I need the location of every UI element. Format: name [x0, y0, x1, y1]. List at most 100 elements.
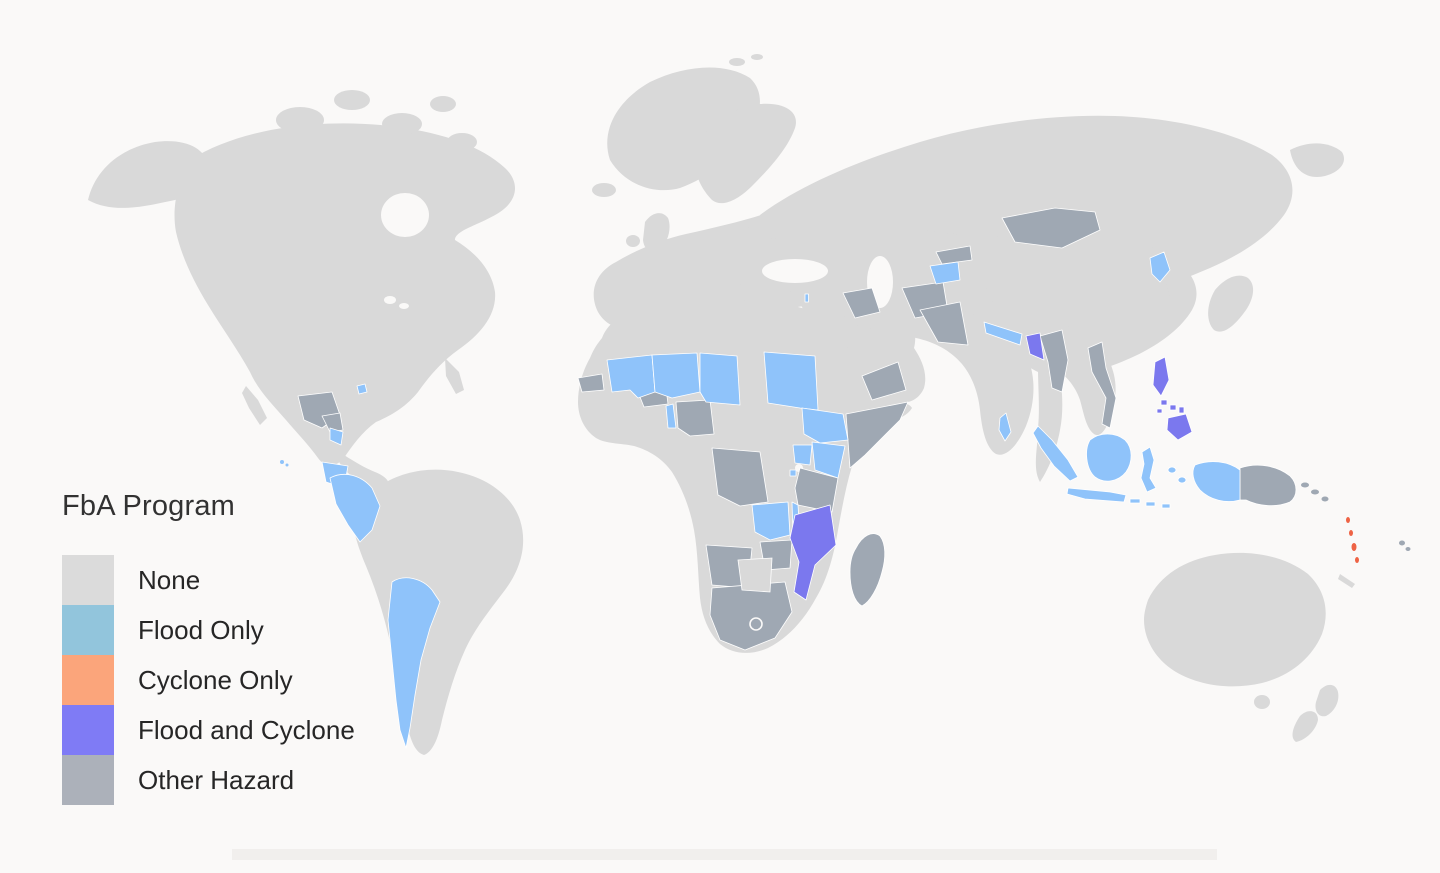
- country-sudan: [763, 351, 819, 411]
- country-mongolia: [1001, 207, 1101, 249]
- region-florida: [445, 358, 464, 394]
- country-galapagos: [280, 460, 289, 467]
- country-mozambique: [789, 504, 837, 601]
- region-arctic-islands: [430, 96, 456, 112]
- country-vietnam: [1087, 341, 1117, 429]
- country-kenya: [811, 441, 846, 479]
- country-lebanon: [804, 293, 809, 303]
- legend-label-flood-and-cyclone: Flood and Cyclone: [138, 714, 355, 745]
- country-senegal: [577, 373, 605, 393]
- country-solomon-islands: [1301, 482, 1329, 502]
- country-philippines-visayas: [1156, 408, 1163, 414]
- region-south-asia: [844, 297, 1034, 455]
- legend-row-other-hazard: Other Hazard: [62, 755, 355, 805]
- legend-rows: None Flood Only Cyclone Only Flood and C…: [62, 555, 355, 805]
- country-philippines-visayas: [1160, 399, 1168, 406]
- region-iceland: [592, 183, 616, 197]
- legend-row-none: None: [62, 555, 355, 605]
- region-new-zealand: [1292, 711, 1318, 742]
- country-philippines-luzon: [1152, 356, 1170, 397]
- country-fiji: [1399, 540, 1411, 551]
- legend-swatch-cyclone-only: [62, 655, 114, 705]
- country-papua-new-guinea: [1239, 464, 1297, 506]
- country-indonesia-sumatra: [1032, 425, 1079, 482]
- country-philippines-visayas: [1178, 406, 1185, 414]
- country-vanuatu: [1351, 543, 1357, 551]
- region-puerto-rico: [382, 388, 388, 392]
- bottom-band: [232, 849, 1217, 860]
- legend: FbA Program None Flood Only Cyclone Only…: [62, 490, 355, 805]
- legend-swatch-none: [62, 555, 114, 605]
- country-sri-lanka: [998, 412, 1012, 442]
- country-solomon-islands: [1311, 489, 1319, 495]
- legend-label-other-hazard: Other Hazard: [138, 764, 295, 795]
- region-tasmania: [1254, 695, 1270, 709]
- country-indonesia-sulawesi: [1140, 446, 1157, 493]
- country-indonesia-borneo: [1086, 433, 1132, 482]
- country-iraq: [842, 287, 881, 319]
- legend-label-flood-only: Flood Only: [138, 614, 264, 645]
- region-arctic-islands: [334, 90, 370, 110]
- region-svalbard: [751, 54, 763, 60]
- country-nigeria: [675, 399, 715, 437]
- legend-swatch-flood-and-cyclone: [62, 705, 114, 755]
- country-chad: [699, 352, 741, 406]
- hudson-bay: [381, 193, 429, 237]
- country-indonesia: [1032, 425, 1241, 509]
- region-central-america: [338, 455, 390, 491]
- region-australia: [1144, 552, 1326, 687]
- country-galapagos: [280, 460, 284, 464]
- country-kyrgyzstan: [935, 245, 973, 265]
- great-lakes: [399, 303, 409, 309]
- legend-label-none: None: [138, 564, 201, 595]
- country-indonesia-maluku: [1177, 476, 1187, 484]
- region-new-zealand: [1315, 684, 1339, 717]
- country-madagascar: [849, 533, 886, 607]
- country-indonesia-maluku: [1167, 466, 1177, 474]
- country-tajikistan: [929, 261, 961, 285]
- region-arctic-islands: [382, 113, 422, 135]
- country-zambia: [751, 501, 791, 541]
- country-vanuatu: [1355, 557, 1359, 563]
- country-fiji: [1405, 547, 1411, 551]
- countries-flood-and-cyclone: [789, 332, 1193, 601]
- legend-row-flood-only: Flood Only: [62, 605, 355, 655]
- region-new-caledonia: [1338, 574, 1355, 588]
- great-lakes: [384, 296, 396, 304]
- country-mali: [606, 354, 656, 399]
- region-arctic-islands: [447, 133, 477, 151]
- country-niger: [651, 352, 701, 399]
- country-philippines-visayas: [1169, 404, 1177, 411]
- black-sea: [762, 259, 828, 283]
- region-jamaica: [335, 391, 343, 395]
- country-indonesia-islands: [1161, 503, 1171, 509]
- region-taiwan: [1143, 324, 1153, 340]
- country-galapagos: [285, 463, 289, 467]
- country-north-korea: [1149, 251, 1171, 283]
- countries-flood-only: [280, 251, 1241, 749]
- country-ethiopia: [801, 407, 849, 444]
- country-somalia: [845, 401, 909, 469]
- country-solomon-islands: [1321, 496, 1329, 502]
- legend-label-cyclone-only: Cyclone Only: [138, 664, 293, 695]
- country-pakistan: [919, 301, 969, 346]
- legend-title: FbA Program: [62, 490, 236, 522]
- country-indonesia-west-papua: [1192, 461, 1241, 502]
- country-peru: [329, 474, 381, 543]
- country-nepal: [983, 321, 1023, 346]
- country-nicaragua: [321, 412, 344, 433]
- country-botswana: [737, 557, 773, 593]
- region-arctic-islands: [276, 107, 324, 133]
- region-svalbard: [729, 58, 745, 66]
- legend-swatch-flood-only: [62, 605, 114, 655]
- region-south-korea: [1152, 282, 1170, 302]
- region-baja: [242, 386, 267, 425]
- region-japan: [1208, 275, 1254, 332]
- country-vanuatu: [1346, 517, 1359, 563]
- countries-other-hazard: [297, 207, 1411, 651]
- region-dominican-republic: [366, 384, 377, 394]
- country-lesotho: [749, 617, 763, 631]
